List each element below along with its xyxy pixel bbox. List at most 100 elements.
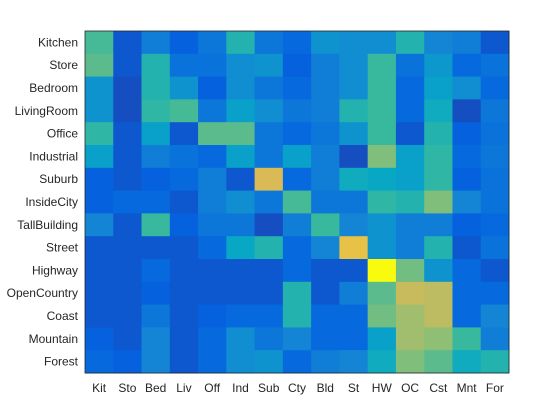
heatmap-cell-OpenCountry-St bbox=[339, 281, 369, 306]
heatmap-cell-Suburb-Bld bbox=[311, 167, 340, 192]
heatmap-cell-TallBuilding-Cst bbox=[424, 213, 453, 237]
heatmap-cell-Highway-Bld bbox=[311, 259, 340, 283]
heatmap-cell-Store-For bbox=[480, 53, 510, 78]
heatmap-cell-Industrial-HW bbox=[367, 145, 397, 169]
x-tick-label: Cst bbox=[429, 381, 448, 395]
heatmap-cell-TallBuilding-Kit bbox=[85, 213, 114, 237]
y-tick-labels: Kitchen Store Bedroom LivingRoom Office Indus… bbox=[7, 35, 79, 368]
heatmap-cell-TallBuilding-Bld bbox=[311, 213, 340, 237]
x-tick-label: Mnt bbox=[457, 381, 478, 395]
heatmap-cell-OpenCountry-Off bbox=[198, 281, 227, 306]
heatmap-cell-Bedroom-Bed bbox=[141, 76, 171, 100]
heatmap-cell-TallBuilding-Sub bbox=[254, 213, 284, 237]
heatmap-cell-Mountain-Ind bbox=[226, 327, 256, 351]
heatmap-cell-Forest-Liv bbox=[169, 350, 199, 374]
y-tick-label: Industrial bbox=[29, 149, 78, 163]
heatmap-cell-OpenCountry-Sto bbox=[113, 281, 143, 306]
x-tick-label: Kit bbox=[92, 381, 107, 395]
heatmap-cell-Highway-Liv bbox=[169, 259, 199, 283]
heatmap-cell-Kitchen-Bed bbox=[141, 31, 171, 55]
heatmap-cell-TallBuilding-Bed bbox=[141, 213, 171, 237]
heatmap-cell-TallBuilding-Off bbox=[198, 213, 227, 237]
heatmap-cell-Street-Liv bbox=[169, 236, 199, 260]
heatmap-cell-Industrial-St bbox=[339, 145, 369, 169]
heatmap-cell-Highway-For bbox=[480, 259, 510, 283]
heatmap-cell-Street-Cst bbox=[424, 236, 453, 260]
heatmap-cell-Bedroom-OC bbox=[395, 76, 425, 100]
heatmap-cell-Forest-For bbox=[480, 350, 510, 374]
heatmap-cell-TallBuilding-For bbox=[480, 213, 510, 237]
heatmap-cell-Mountain-HW bbox=[367, 327, 397, 351]
heatmap-cell-Street-Off bbox=[198, 236, 227, 260]
heatmap-cell-Store-Bld bbox=[311, 53, 340, 78]
y-tick-label: Forest bbox=[44, 355, 79, 369]
heatmap-cell-TallBuilding-St bbox=[339, 213, 369, 237]
heatmap-cell-Highway-Cst bbox=[424, 259, 453, 283]
heatmap-cell-Suburb-Bed bbox=[141, 167, 171, 192]
heatmap-cell-Highway-Off bbox=[198, 259, 227, 283]
heatmap-cell-Coast-Liv bbox=[169, 304, 199, 328]
heatmap-cell-Forest-Sub bbox=[254, 350, 284, 374]
heatmap-cell-Mountain-Sub bbox=[254, 327, 284, 351]
heatmap-cell-LivingRoom-OC bbox=[395, 99, 425, 123]
heatmap-cell-Coast-OC bbox=[395, 304, 425, 328]
heatmap-cell-InsideCity-Mnt bbox=[452, 190, 482, 214]
heatmap-cell-Coast-Ind bbox=[226, 304, 256, 328]
heatmap-cell-Suburb-St bbox=[339, 167, 369, 192]
heatmap-cell-OpenCountry-Ind bbox=[226, 281, 256, 306]
heatmap-cell-Bedroom-Sub bbox=[254, 76, 284, 100]
heatmap-cell-InsideCity-Bld bbox=[311, 190, 340, 214]
heatmap-cell-Office-Liv bbox=[169, 122, 199, 146]
heatmap-cell-InsideCity-Sub bbox=[254, 190, 284, 214]
x-tick-label: Cty bbox=[288, 381, 306, 395]
heatmap-cell-Kitchen-Sto bbox=[113, 31, 143, 55]
x-tick-label: Bed bbox=[145, 381, 166, 395]
y-tick-label: Coast bbox=[47, 309, 79, 323]
heatmap-cell-Office-Sub bbox=[254, 122, 284, 146]
x-tick-label: Ind bbox=[232, 381, 249, 395]
heatmap-cell-Suburb-Off bbox=[198, 167, 227, 192]
heatmap-cell-Suburb-Sto bbox=[113, 167, 143, 192]
axes-frame bbox=[84, 30, 510, 374]
heatmap-cell-Kitchen-Sub bbox=[254, 31, 284, 55]
heatmap-cell-InsideCity-Liv bbox=[169, 190, 199, 214]
y-tick-label: Office bbox=[47, 127, 78, 141]
heatmap-cell-Mountain-Bld bbox=[311, 327, 340, 351]
heatmap-cell-Industrial-For bbox=[480, 145, 510, 169]
heatmap-cell-Store-Ind bbox=[226, 53, 256, 78]
heatmap-cell-Kitchen-OC bbox=[395, 31, 425, 55]
heatmap-cell-Mountain-Cty bbox=[282, 327, 312, 351]
heatmap-cell-Mountain-Sto bbox=[113, 327, 143, 351]
heatmap-cell-Office-Sto bbox=[113, 122, 143, 146]
heatmap-cell-Bedroom-Cst bbox=[424, 76, 453, 100]
heatmap-cell-OpenCountry-Sub bbox=[254, 281, 284, 306]
heatmap-cells bbox=[85, 31, 510, 374]
heatmap-cell-Forest-Bed bbox=[141, 350, 171, 374]
heatmap-cell-LivingRoom-Kit bbox=[85, 99, 114, 123]
heatmap-cell-Street-HW bbox=[367, 236, 397, 260]
heatmap-cell-Forest-Off bbox=[198, 350, 227, 374]
heatmap-cell-Coast-Bed bbox=[141, 304, 171, 328]
heatmap-cell-Industrial-Kit bbox=[85, 145, 114, 169]
heatmap-cell-Mountain-St bbox=[339, 327, 369, 351]
x-tick-label: Off bbox=[204, 381, 220, 395]
heatmap-cell-Highway-Kit bbox=[85, 259, 114, 283]
heatmap-cell-Highway-Bed bbox=[141, 259, 171, 283]
heatmap-cell-LivingRoom-HW bbox=[367, 99, 397, 123]
heatmap-cell-Industrial-Ind bbox=[226, 145, 256, 169]
heatmap-cell-Coast-Sub bbox=[254, 304, 284, 328]
heatmap-cell-TallBuilding-HW bbox=[367, 213, 397, 237]
heatmap-cell-Street-St bbox=[339, 236, 369, 260]
heatmap-cell-Coast-St bbox=[339, 304, 369, 328]
heatmap-cell-OpenCountry-Kit bbox=[85, 281, 114, 306]
heatmap-cell-Kitchen-Liv bbox=[169, 31, 199, 55]
x-tick-label: St bbox=[348, 381, 360, 395]
heatmap-cell-Coast-Mnt bbox=[452, 304, 482, 328]
heatmap-cell-Industrial-Liv bbox=[169, 145, 199, 169]
heatmap-cell-Store-Liv bbox=[169, 53, 199, 78]
heatmap-cell-Store-Bed bbox=[141, 53, 171, 78]
heatmap-cell-Industrial-Sub bbox=[254, 145, 284, 169]
x-tick-label: Sto bbox=[118, 381, 136, 395]
heatmap-cell-Suburb-Liv bbox=[169, 167, 199, 192]
heatmap-cell-Store-Cty bbox=[282, 53, 312, 78]
